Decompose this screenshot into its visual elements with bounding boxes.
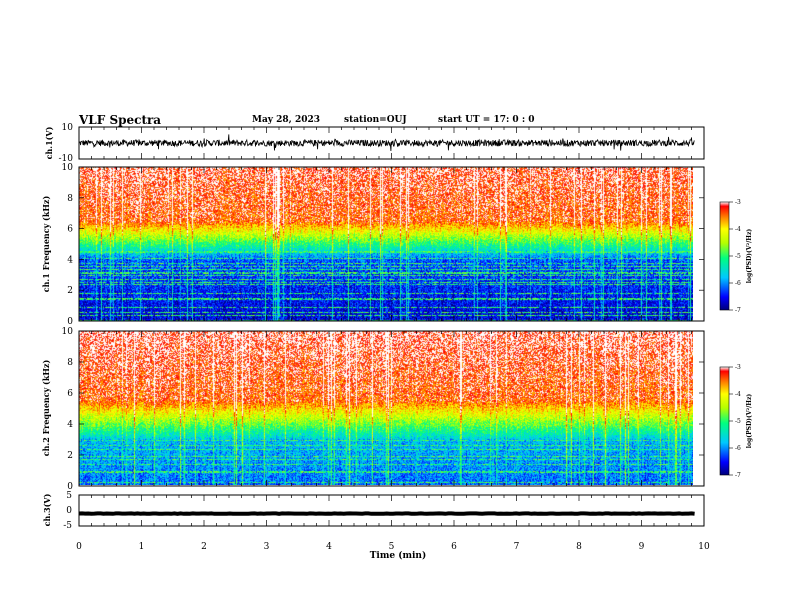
- ch3-ylabel: ch.3(V): [42, 493, 52, 526]
- ch2-spectrogram-panel: 0 2 4 6 8 10 ch.2 Frequency (kHz): [41, 327, 705, 492]
- x-tick-label: 8: [576, 542, 582, 552]
- colorbar-tick-label: -4: [735, 226, 741, 233]
- ch2-freq-ylabel: ch.2 Frequency (kHz): [41, 360, 51, 457]
- ch1-colorbar: -3 -4 -5 -6 -7 log(PSD)(V²/Hz): [719, 199, 753, 314]
- freq-tick-label: 2: [67, 451, 73, 461]
- colorbar-tick-label: -4: [735, 391, 741, 398]
- x-tick-labels: 0 1 2 3 4 5 6 7 8 9 10: [76, 542, 710, 552]
- ch3-waveform-panel: 5 0 -5 ch.3(V): [42, 491, 705, 531]
- ch3-ytick-mid: 0: [66, 506, 72, 516]
- x-tick-label: 4: [326, 542, 332, 552]
- ch1-ylabel: ch.1(V): [44, 126, 54, 159]
- freq-tick-label: 0: [67, 317, 73, 327]
- ch1-waveform-line: [78, 134, 695, 152]
- ch1-spectrogram-image: [79, 167, 693, 321]
- x-tick-label: 5: [389, 542, 395, 552]
- colorbar-tick-label: -7: [735, 472, 741, 479]
- freq-tick-label: 0: [67, 482, 73, 492]
- x-tick-label: 3: [264, 542, 270, 552]
- x-tick-label: 6: [451, 542, 457, 552]
- ch3-ytick-top: 5: [66, 491, 72, 501]
- x-tick-label: 7: [514, 542, 520, 552]
- freq-tick-label: 8: [67, 194, 73, 204]
- colorbar-tick-label: -6: [735, 280, 741, 287]
- ch1-freq-ylabel: ch.1 Frequency (kHz): [41, 196, 51, 293]
- x-tick-label: 0: [76, 542, 82, 552]
- colorbar-tick-label: -3: [735, 364, 741, 371]
- station-label: station=OUJ: [344, 115, 407, 125]
- freq-tick-label: 6: [67, 225, 73, 235]
- x-tick-label: 9: [639, 542, 645, 552]
- ch2-spectrogram-image: [79, 331, 693, 485]
- ch2-colorbar: -3 -4 -5 -6 -7 log(PSD)(V²/Hz): [719, 364, 753, 479]
- ch2-colorbar-label: log(PSD)(V²/Hz): [746, 394, 753, 449]
- freq-tick-label: 8: [67, 358, 73, 368]
- freq-tick-label: 4: [67, 255, 73, 265]
- ch1-ytick-bottom: -10: [59, 154, 74, 164]
- chart-title: VLF Spectra: [79, 113, 162, 127]
- freq-tick-label: 10: [62, 327, 74, 337]
- freq-tick-label: 2: [67, 286, 73, 296]
- x-tick-label: 10: [698, 542, 710, 552]
- x-tick-label: 1: [139, 542, 145, 552]
- start-time-label: start UT = 17: 0 : 0: [438, 115, 535, 125]
- colorbar-tick-label: -7: [735, 307, 741, 314]
- date-label: May 28, 2023: [252, 115, 320, 125]
- freq-tick-label: 10: [62, 163, 74, 173]
- freq-tick-label: 4: [67, 420, 73, 430]
- ch3-ytick-bottom: -5: [63, 521, 72, 531]
- colorbar-tick-label: -6: [735, 445, 741, 452]
- ch1-colorbar-label: log(PSD)(V²/Hz): [746, 229, 753, 284]
- x-axis-label: Time (min): [370, 550, 427, 561]
- ch1-spectrogram-panel: 0 2 4 6 8 10 ch.1 Frequency (kHz): [41, 163, 705, 327]
- ch1-waveform-panel: 10 -10 ch.1(V): [44, 123, 705, 164]
- x-tick-label: 2: [201, 542, 207, 552]
- colorbar-tick-label: -5: [735, 418, 741, 425]
- freq-tick-label: 6: [67, 389, 73, 399]
- colorbar-tick-label: -5: [735, 253, 741, 260]
- colorbar-tick-label: -3: [735, 199, 741, 206]
- ch1-ytick-top: 10: [62, 123, 74, 133]
